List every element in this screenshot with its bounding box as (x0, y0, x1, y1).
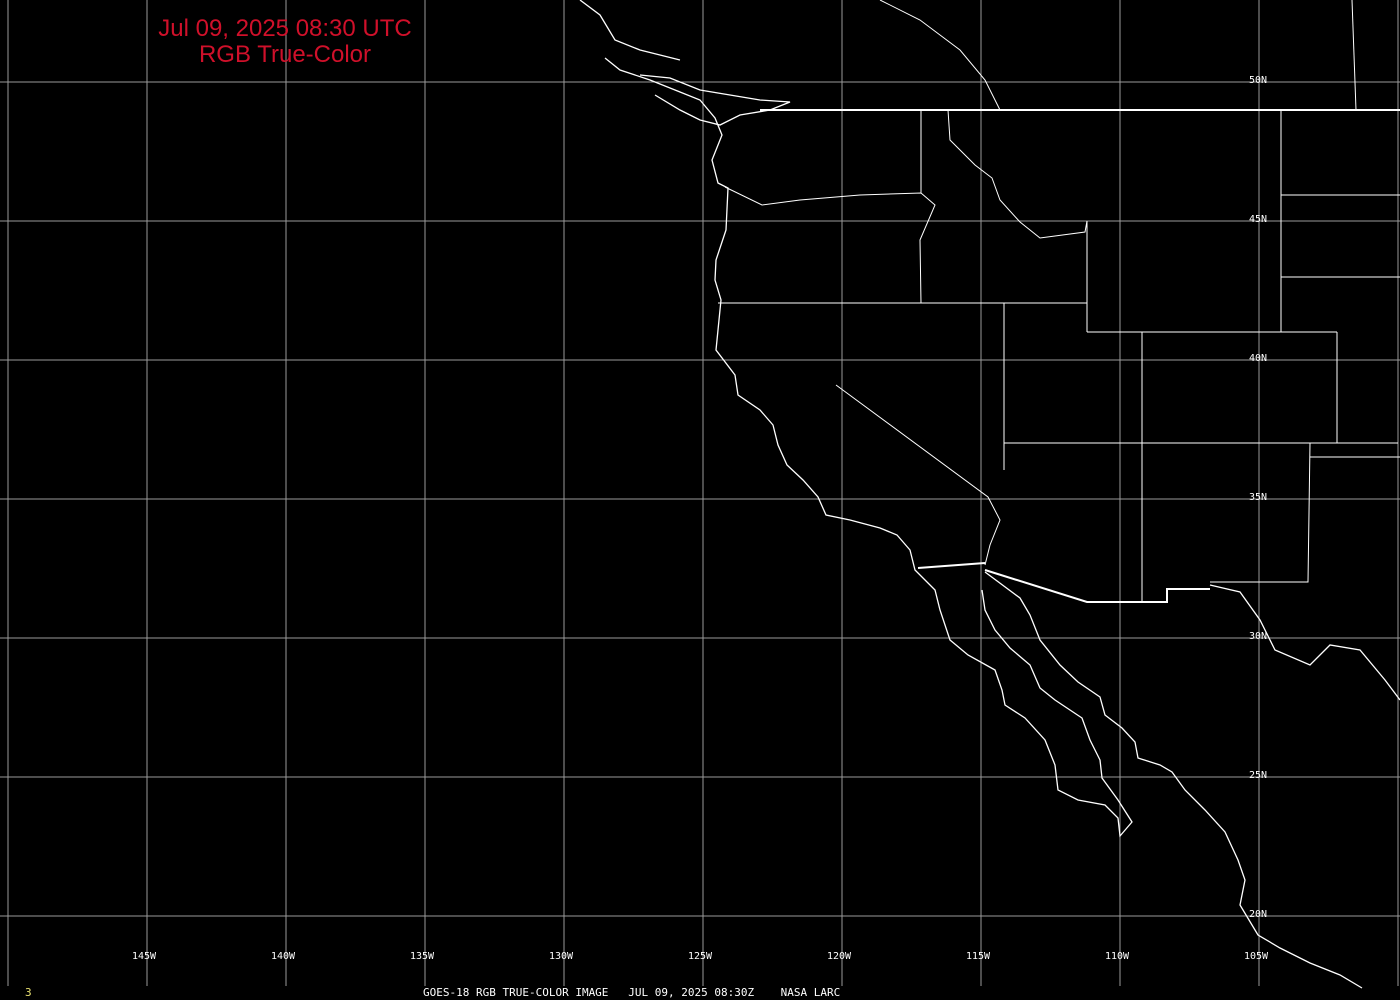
bc-alberta-border (879, 0, 1001, 111)
wa-or-border (724, 186, 936, 304)
gulf-mainland-coastline (984, 571, 1363, 989)
footer-caption: GOES-18 RGB TRUE-COLOR IMAGE JUL 09, 202… (423, 986, 841, 999)
ca-nv-border (835, 384, 1001, 566)
latitude-label: 25N (1249, 770, 1268, 781)
latitude-label: 45N (1249, 214, 1268, 225)
latitude-label: 20N (1249, 909, 1268, 920)
latitude-label: 50N (1249, 75, 1268, 86)
idaho-montana-border (947, 109, 1088, 239)
canada-coast (579, 0, 681, 61)
latitude-label: 35N (1249, 492, 1268, 503)
latitude-label: 40N (1249, 353, 1268, 364)
us-mexico-border-ca (917, 562, 986, 569)
latitude-label: 30N (1249, 631, 1268, 642)
mexico-gulf-coast (1209, 584, 1400, 701)
longitude-label: 145W (132, 951, 157, 962)
longitude-label: 125W (688, 951, 713, 962)
frame-number: 3 (25, 986, 32, 999)
coastlines (579, 0, 1400, 989)
longitude-label: 120W (827, 951, 852, 962)
title-datetime: Jul 09, 2025 08:30 UTC (158, 15, 412, 42)
pacific-coastline (604, 57, 1133, 838)
longitude-label: 130W (549, 951, 574, 962)
longitude-label: 135W (410, 951, 435, 962)
longitude-label: 115W (966, 951, 991, 962)
puget-sound-coast (639, 74, 791, 126)
longitude-label: 140W (271, 951, 296, 962)
nm-east-border (1210, 442, 1311, 583)
longitude-label: 110W (1105, 951, 1130, 962)
title-product: RGB True-Color (198, 41, 372, 68)
longitude-label: 105W (1244, 951, 1269, 962)
us-mexico-border-az (984, 569, 1210, 603)
canada-provinces (1351, 0, 1357, 111)
political-borders (718, 0, 1400, 603)
